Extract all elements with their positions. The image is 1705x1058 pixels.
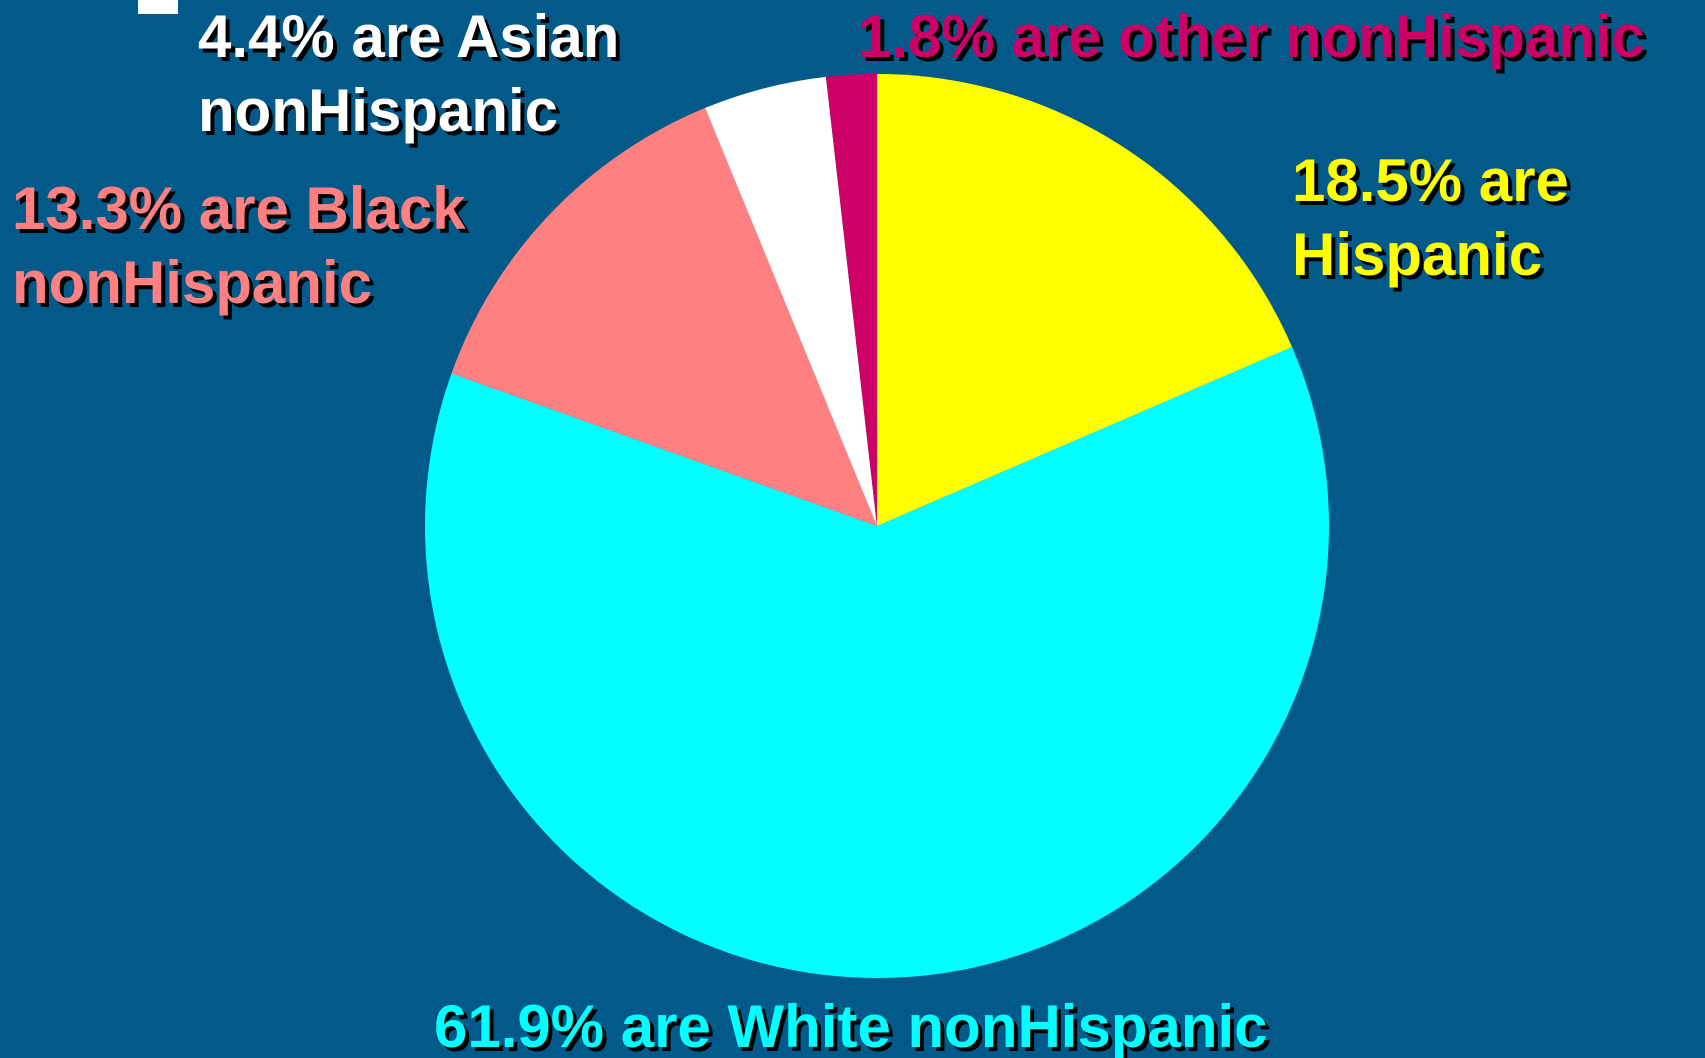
- pie-slice-white-nonhispanic: [424, 346, 1329, 978]
- slice-label-black-nonhispanic: 13.3% are Black nonHispanic: [12, 175, 466, 316]
- bullet-marker: [138, 0, 178, 14]
- slice-label-asian-nonhispanic: 4.4% are Asian nonHispanic: [198, 3, 620, 144]
- pie-slice-asian-nonhispanic: [705, 76, 877, 526]
- pie-slice-black-nonhispanic: [451, 107, 877, 527]
- pie-slice-other-nonhispanic: [825, 74, 877, 526]
- slice-label-white-nonhispanic: 61.9% are White nonHispanic: [434, 993, 1268, 1058]
- slice-label-hispanic: 18.5% are Hispanic: [1292, 147, 1569, 288]
- pie-slice-hispanic: [877, 74, 1293, 526]
- slice-label-other-nonhispanic: 1.8% are other nonHispanic: [858, 3, 1645, 70]
